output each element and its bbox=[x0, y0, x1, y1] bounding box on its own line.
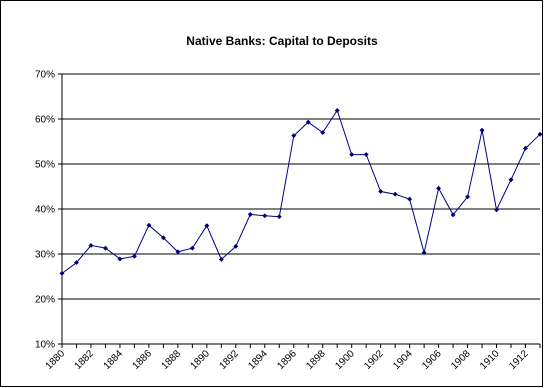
data-point bbox=[421, 250, 427, 256]
x-tick-label: 1910 bbox=[478, 348, 502, 372]
series-line bbox=[61, 109, 541, 274]
axes bbox=[58, 73, 541, 348]
data-point bbox=[537, 131, 543, 137]
x-tick-label: 1880 bbox=[44, 348, 68, 372]
y-axis-tick-labels: 10% 20% 30% 40% 50% 60% 70% bbox=[35, 70, 55, 351]
data-point bbox=[305, 119, 311, 125]
x-tick-label: 1902 bbox=[362, 348, 386, 372]
x-axis-tick-labels: 1880 1882 1884 1886 1888 1890 1892 1894 1896 1898… bbox=[44, 348, 531, 372]
data-point bbox=[407, 196, 413, 202]
data-point bbox=[204, 223, 210, 229]
data-point bbox=[131, 253, 137, 259]
data-point bbox=[436, 185, 442, 191]
y-tick-label: 70% bbox=[35, 70, 55, 81]
data-point bbox=[378, 188, 384, 195]
data-point bbox=[276, 214, 282, 220]
chart-title: Native Banks: Capital to Deposits bbox=[186, 34, 378, 48]
gridlines bbox=[62, 73, 540, 300]
data-points bbox=[59, 107, 543, 276]
data-series bbox=[61, 109, 541, 274]
data-point bbox=[146, 222, 152, 228]
x-tick-label: 1908 bbox=[449, 348, 473, 372]
y-tick-label: 30% bbox=[35, 250, 55, 261]
x-tick-label: 1906 bbox=[420, 348, 444, 372]
data-point bbox=[334, 107, 340, 114]
data-point bbox=[102, 245, 109, 251]
data-point bbox=[363, 151, 369, 158]
data-point bbox=[450, 212, 456, 218]
x-tick-label: 1888 bbox=[159, 348, 183, 372]
data-point bbox=[73, 259, 80, 266]
data-point bbox=[493, 207, 500, 213]
x-tick-label: 1894 bbox=[246, 348, 270, 372]
data-point bbox=[508, 177, 514, 183]
data-point bbox=[291, 133, 297, 139]
data-point bbox=[88, 242, 94, 249]
data-point bbox=[233, 243, 239, 249]
x-tick-label: 1892 bbox=[217, 348, 241, 372]
y-tick-label: 60% bbox=[35, 115, 55, 126]
data-point bbox=[247, 211, 253, 217]
x-tick-label: 1890 bbox=[188, 348, 212, 372]
x-tick-label: 1896 bbox=[275, 348, 299, 372]
data-point bbox=[262, 213, 268, 219]
x-tick-label: 1912 bbox=[507, 348, 531, 372]
y-tick-label: 40% bbox=[35, 205, 55, 216]
data-point bbox=[117, 256, 123, 262]
data-point bbox=[218, 256, 224, 262]
data-point bbox=[160, 235, 166, 241]
data-point bbox=[392, 191, 398, 197]
data-point bbox=[320, 129, 326, 136]
x-tick-label: 1884 bbox=[102, 348, 126, 372]
data-point bbox=[349, 151, 355, 158]
x-tick-label: 1898 bbox=[304, 348, 328, 372]
y-tick-label: 10% bbox=[35, 340, 55, 351]
y-tick-label: 20% bbox=[35, 295, 55, 306]
data-point bbox=[189, 245, 195, 251]
y-tick-label: 50% bbox=[35, 160, 55, 171]
data-point bbox=[522, 145, 529, 151]
x-tick-label: 1882 bbox=[73, 348, 97, 372]
data-point bbox=[175, 249, 181, 255]
data-point bbox=[479, 127, 485, 133]
data-point bbox=[465, 194, 471, 200]
x-tick-label: 1886 bbox=[131, 348, 155, 372]
x-tick-label: 1904 bbox=[391, 348, 415, 372]
x-tick-label: 1900 bbox=[333, 348, 357, 372]
data-point bbox=[59, 270, 65, 276]
